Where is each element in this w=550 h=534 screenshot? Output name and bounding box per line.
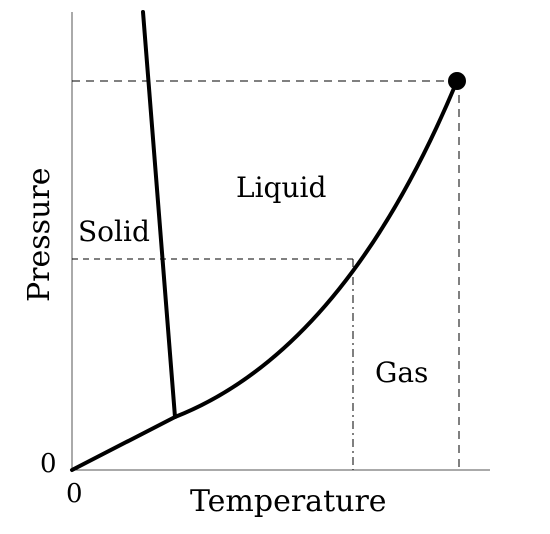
critical-point-marker — [448, 72, 466, 90]
fusion-curve — [141, 10, 177, 419]
y-origin-label: 0 — [40, 449, 57, 479]
sublimation-curve — [70, 415, 177, 472]
y-axis-label: Pressure — [22, 168, 57, 303]
x-origin-label: 0 — [66, 479, 83, 509]
x-axis-label: Temperature — [190, 484, 387, 519]
gas-region-label: Gas — [375, 356, 428, 389]
vaporization-curve — [173, 79, 459, 419]
liquid-region-label: Liquid — [236, 171, 326, 204]
solid-region-label: Solid — [78, 215, 150, 248]
